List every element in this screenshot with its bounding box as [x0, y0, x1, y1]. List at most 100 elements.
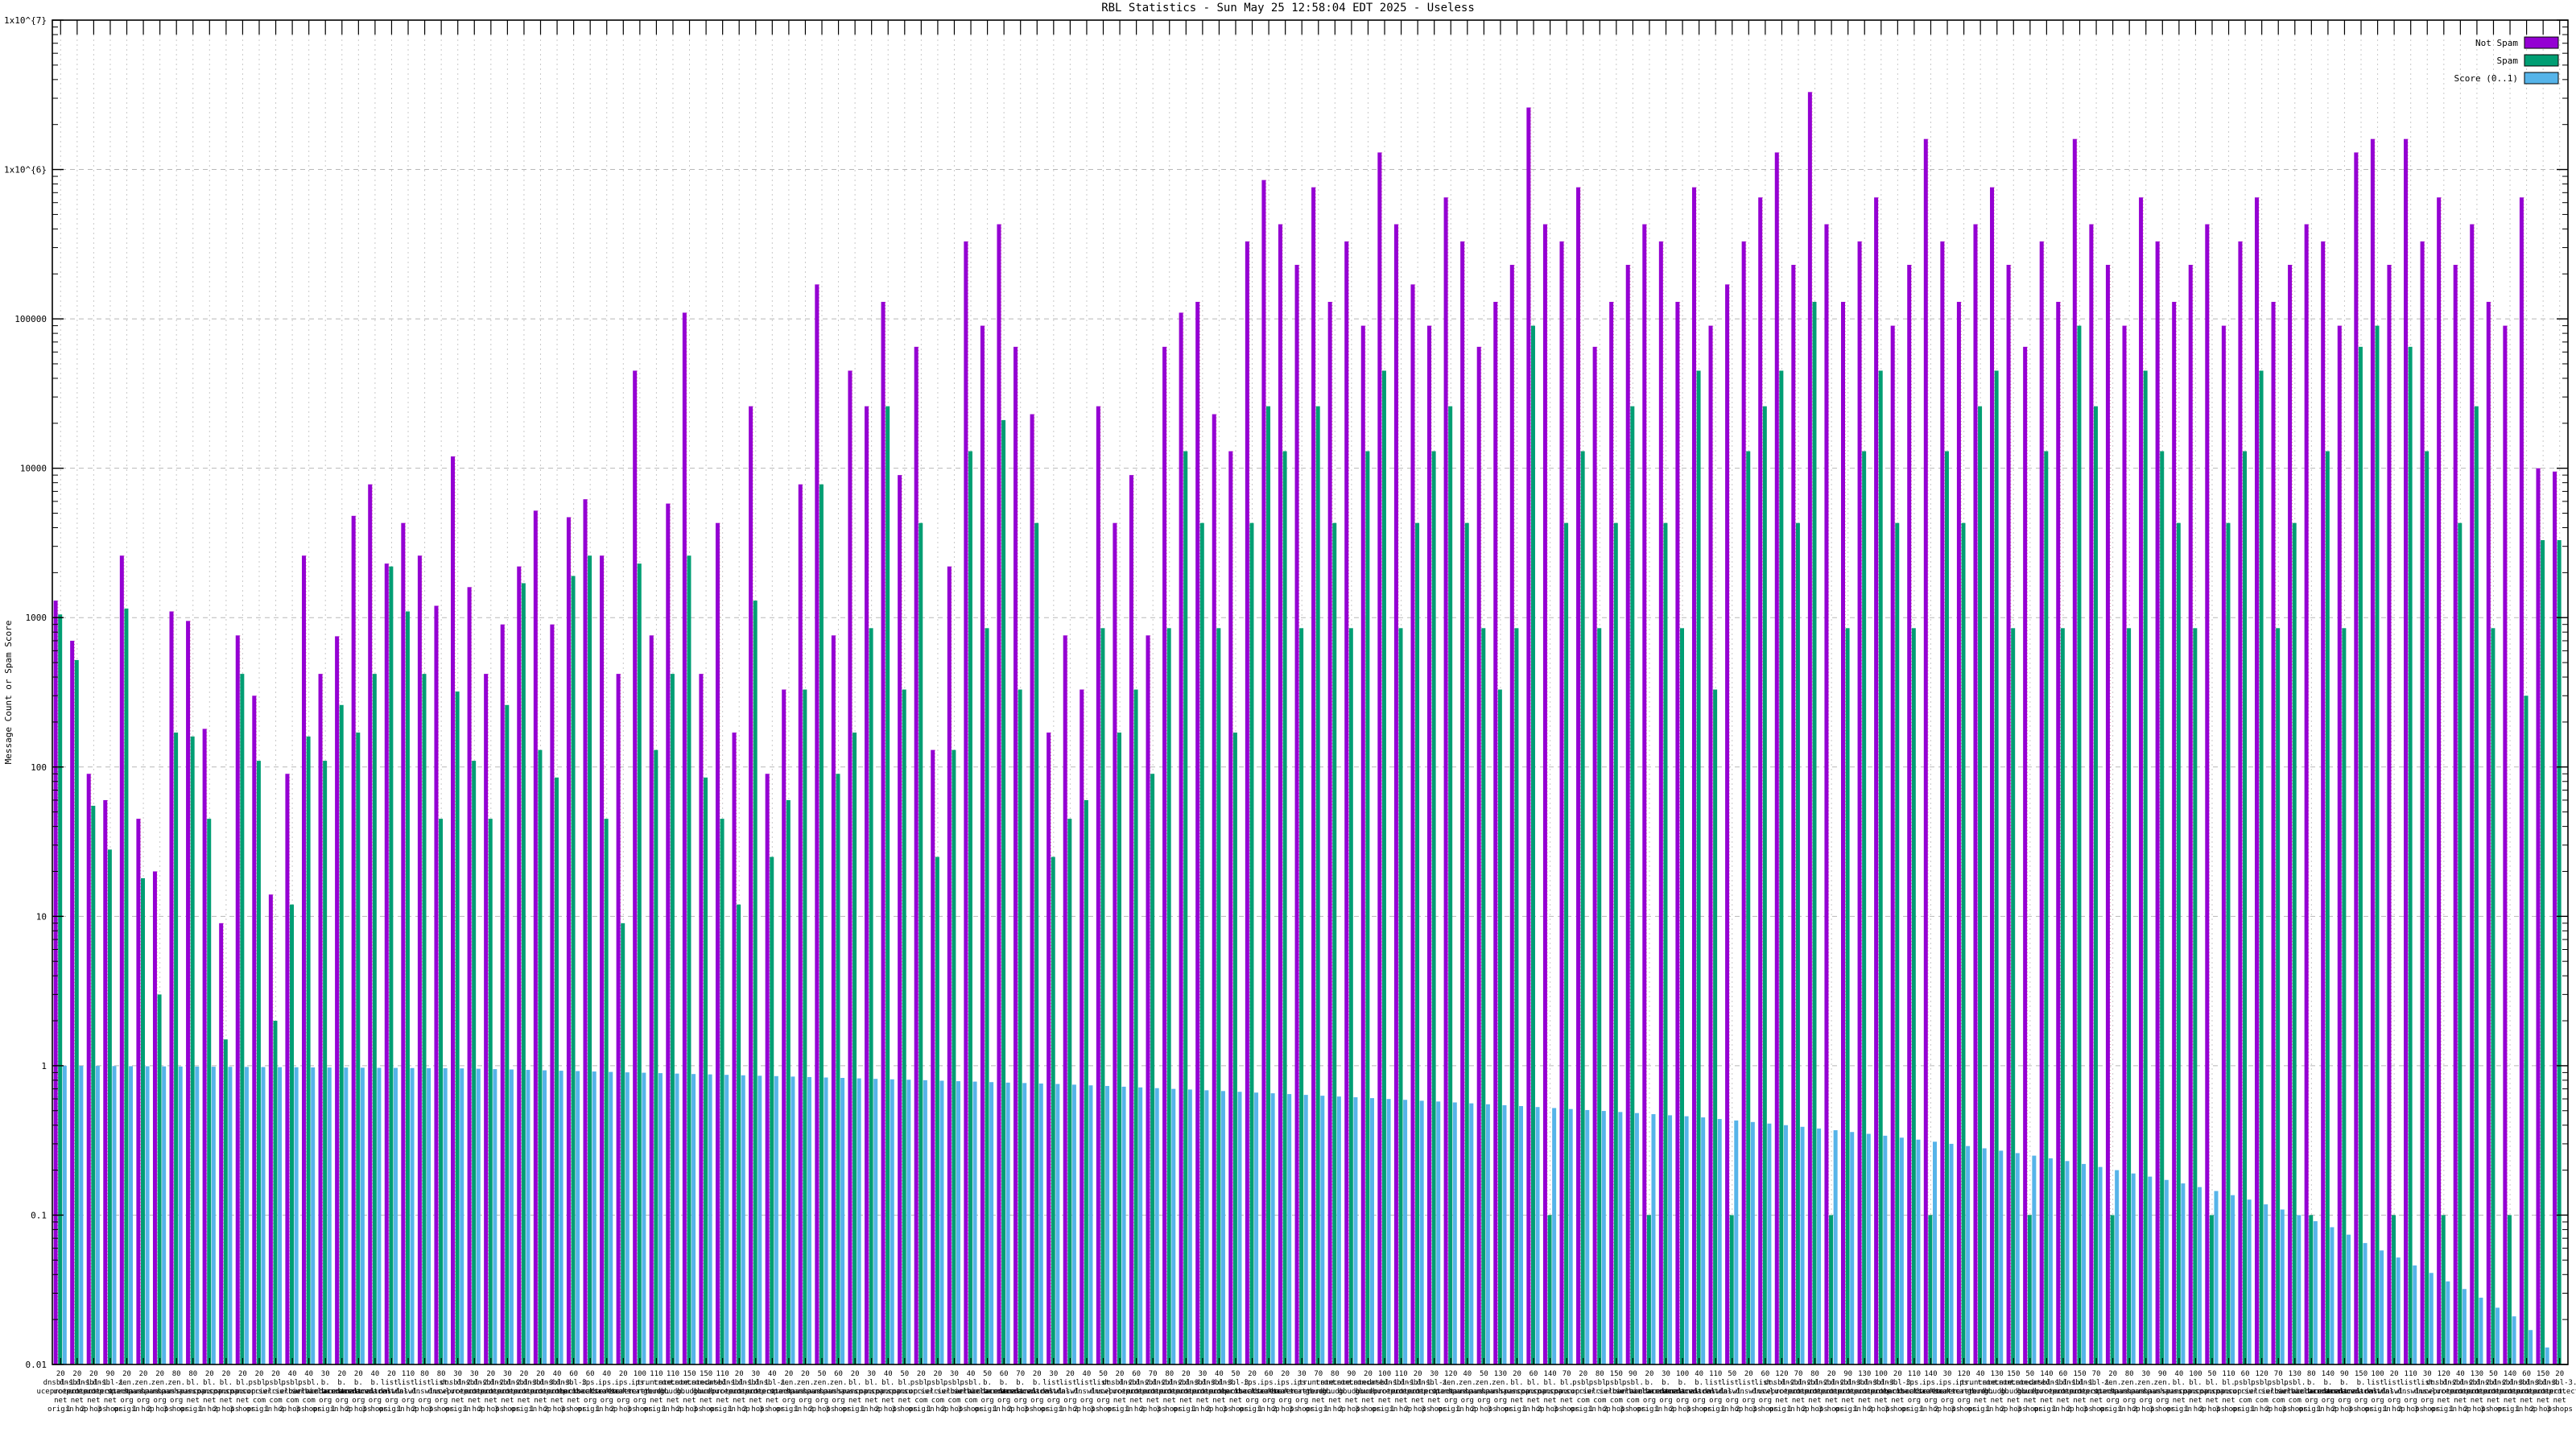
y-axis-title: Message Count or Spam Score	[3, 621, 14, 765]
x-label-line: 120	[1957, 1370, 1970, 1378]
x-label-line: 1 hop	[1854, 1406, 1876, 1414]
x-label-line: zen.	[118, 1379, 136, 1387]
x-label-line: barracudacentral.	[1612, 1388, 1686, 1396]
score-bar	[592, 1071, 597, 1364]
y-axis-labels-layer: 1x10^{7}1x10^{6}1000001000010001001010.1…	[4, 15, 47, 1370]
x-label-line: list.	[2400, 1379, 2421, 1387]
spam-bar	[786, 799, 791, 1364]
spam-bar	[621, 923, 625, 1364]
spam-bar	[1249, 522, 1254, 1365]
x-label-line: 70	[1563, 1370, 1571, 1378]
x-label-line: 50	[983, 1370, 992, 1378]
x-label-line: 3 hops	[1156, 1406, 1183, 1414]
bar-cluster	[384, 564, 398, 1364]
x-label-line: 3 hops	[1885, 1406, 1911, 1414]
notspam-bar	[1311, 187, 1316, 1364]
spam-bar	[1448, 406, 1453, 1364]
spam-bar	[919, 522, 923, 1365]
x-label-line: b.	[2307, 1379, 2316, 1387]
x-label-line: net	[1196, 1397, 1209, 1405]
x-label-line: 60	[1761, 1370, 1769, 1378]
x-label-line: spamhaus.	[140, 1388, 180, 1396]
x-label-line: barracudacentral.	[338, 1388, 412, 1396]
x-label-line: 2 hops	[743, 1406, 770, 1414]
score-bar	[360, 1067, 365, 1364]
notspam-bar	[583, 499, 588, 1365]
spam-bar	[472, 761, 477, 1364]
spam-bar	[1746, 451, 1751, 1364]
x-label-line: org	[1494, 1397, 1507, 1405]
bar-cluster	[600, 555, 613, 1364]
bar-cluster	[2437, 197, 2450, 1364]
x-label-line: list.	[431, 1379, 452, 1387]
score-bar	[1750, 1121, 1755, 1364]
notspam-bar	[1874, 197, 1879, 1364]
score-bar	[708, 1074, 712, 1364]
x-label-line: barracudacentral.	[1645, 1388, 1719, 1396]
x-label-line: dnsbl-3.	[523, 1379, 558, 1387]
notspam-bar	[517, 566, 522, 1364]
bar-cluster	[782, 689, 795, 1364]
x-label-line: surriel.	[275, 1388, 309, 1396]
x-label-line: org	[1941, 1397, 1954, 1405]
score-bar	[2065, 1161, 2070, 1364]
bar-cluster	[1542, 224, 1557, 1364]
notspam-bar	[2519, 197, 2524, 1364]
notspam-bar	[1493, 301, 1498, 1365]
score-bar	[2264, 1204, 2268, 1364]
bar-cluster	[1377, 152, 1391, 1365]
notspam-bar	[1923, 138, 1928, 1365]
x-label-line: com	[1626, 1397, 1639, 1405]
x-label-line: list.	[1721, 1379, 1743, 1387]
x-label-line: org	[815, 1397, 828, 1405]
score-bar	[1154, 1088, 1159, 1364]
notspam-bar	[53, 601, 58, 1364]
score-bar	[1668, 1115, 1673, 1364]
bar-cluster	[2420, 241, 2434, 1364]
legend-item-notspam: Not Spam	[2475, 36, 2559, 49]
x-label-line: list.	[2367, 1379, 2388, 1387]
notspam-bar	[1691, 187, 1696, 1364]
score-bar	[2313, 1221, 2318, 1364]
bar-cluster	[2321, 241, 2334, 1364]
x-label-line: dnsbl-1.	[1417, 1379, 1451, 1387]
notspam-bar	[1774, 152, 1779, 1364]
x-label-line: net	[2438, 1397, 2450, 1405]
x-label-line: 80	[172, 1370, 181, 1378]
x-label-line: net	[203, 1397, 216, 1405]
notspam-bar	[1576, 187, 1581, 1364]
x-label-line: net	[1129, 1397, 1142, 1405]
spam-bar	[2441, 1215, 2446, 1364]
x-label-line: org	[2388, 1397, 2401, 1405]
x-label-line: org	[2405, 1397, 2417, 1405]
x-label-line: ips.	[1277, 1379, 1294, 1387]
x-label-line: net	[1858, 1397, 1871, 1405]
x-label-line: origin	[1504, 1406, 1530, 1414]
x-label-line: 120	[2438, 1370, 2450, 1378]
spam-bar	[1365, 451, 1370, 1364]
x-label-line: psbl.	[2235, 1379, 2256, 1387]
x-label-line: net	[1328, 1397, 1341, 1405]
x-label-line: zen.	[797, 1379, 815, 1387]
score-bar	[327, 1067, 332, 1364]
x-label-line: psbl.	[298, 1379, 320, 1387]
notspam-bar	[898, 475, 902, 1365]
spam-bar	[323, 761, 328, 1364]
x-label-line: 60	[2241, 1370, 2250, 1378]
notspam-bar	[782, 689, 786, 1364]
x-label-line: 30	[1662, 1370, 1670, 1378]
spam-bar	[2176, 522, 2181, 1365]
bar-cluster	[152, 871, 167, 1364]
x-label-line: barracudacentral.	[1662, 1388, 1736, 1396]
notspam-bar	[1046, 733, 1051, 1364]
x-label-line: dnsbl-2.	[1152, 1379, 1187, 1387]
x-label-line: 1 hop	[927, 1406, 948, 1414]
